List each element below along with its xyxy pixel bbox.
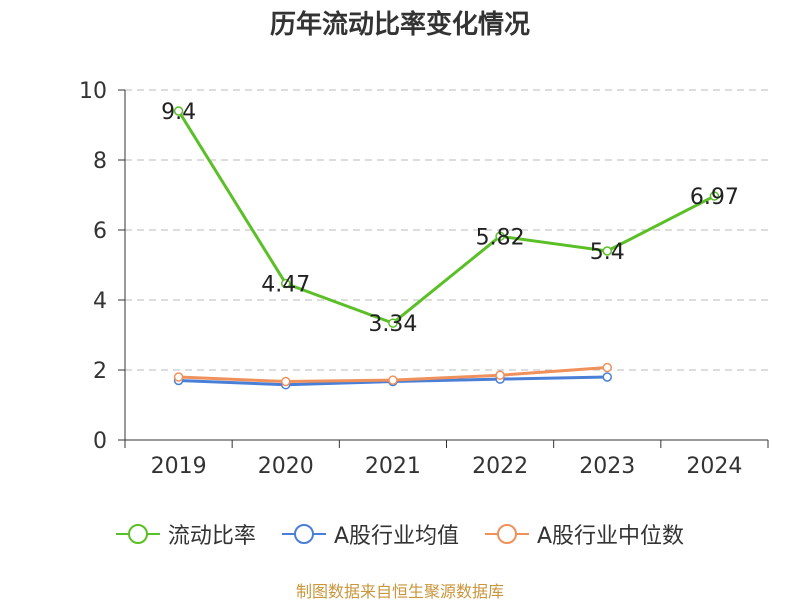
legend-item-current-ratio[interactable]: 流动比率	[115, 518, 256, 550]
data-label: 5.82	[476, 225, 525, 250]
legend-item-industry-median[interactable]: A股行业中位数	[485, 518, 684, 550]
data-point-current_ratio	[388, 318, 398, 328]
x-tick-label: 2019	[151, 454, 207, 479]
x-tick-label: 2024	[686, 454, 742, 479]
axes: 0 2 4 6 8 10 2019 2020 2021 2022 2023 2024	[79, 79, 769, 479]
legend: 流动比率 A股行业均值 A股行业中位数	[0, 518, 800, 550]
data-point-current_ratio	[281, 278, 291, 289]
data-point-current_ratio	[602, 246, 612, 256]
legend-swatch-current-ratio-icon	[115, 524, 160, 544]
x-tick-label: 2022	[472, 454, 528, 479]
data-label: 6.97	[690, 185, 739, 210]
y-tick-label: 8	[93, 149, 107, 174]
legend-label-industry-median: A股行业中位数	[537, 524, 685, 549]
data-labels: 9.4 4.47 3.34 5.82 5.4 6.97	[161, 100, 739, 337]
data-point-industry_median	[388, 375, 398, 385]
chart-title: 历年流动比率变化情况	[269, 10, 530, 40]
data-label: 9.4	[161, 100, 196, 125]
data-label: 4.47	[261, 273, 310, 298]
x-tick-label: 2020	[258, 454, 314, 479]
y-tick-label: 6	[93, 219, 107, 244]
data-label: 5.4	[590, 240, 625, 265]
y-tick-label: 4	[93, 289, 107, 314]
data-point-industry_median	[281, 376, 291, 387]
data-label: 3.34	[368, 312, 417, 337]
data-point-current_ratio	[495, 231, 505, 242]
data-point-industry_avg	[602, 372, 612, 382]
gridlines	[125, 89, 768, 371]
y-tick-label: 10	[79, 79, 107, 104]
legend-label-current-ratio: 流动比率	[167, 524, 256, 549]
x-tick-label: 2021	[365, 454, 421, 479]
x-tick-label: 2023	[579, 454, 635, 479]
series-line-current_ratio	[177, 110, 716, 325]
data-point-current_ratio	[173, 106, 184, 116]
source-note: 制图数据来自恒生聚源数据库	[295, 582, 504, 601]
data-point-industry_median	[602, 362, 612, 373]
legend-swatch-industry-avg-icon	[281, 524, 326, 544]
legend-item-industry-avg[interactable]: A股行业均值	[281, 518, 459, 550]
data-point-industry_median	[495, 370, 505, 380]
y-tick-label: 2	[93, 359, 107, 384]
legend-label-industry-avg: A股行业均值	[333, 524, 459, 549]
legend-swatch-industry-median-icon	[485, 524, 529, 544]
series-lines	[173, 106, 720, 390]
y-tick-label: 0	[93, 429, 107, 454]
data-point-current_ratio	[709, 191, 720, 201]
data-point-industry_median	[173, 372, 184, 382]
